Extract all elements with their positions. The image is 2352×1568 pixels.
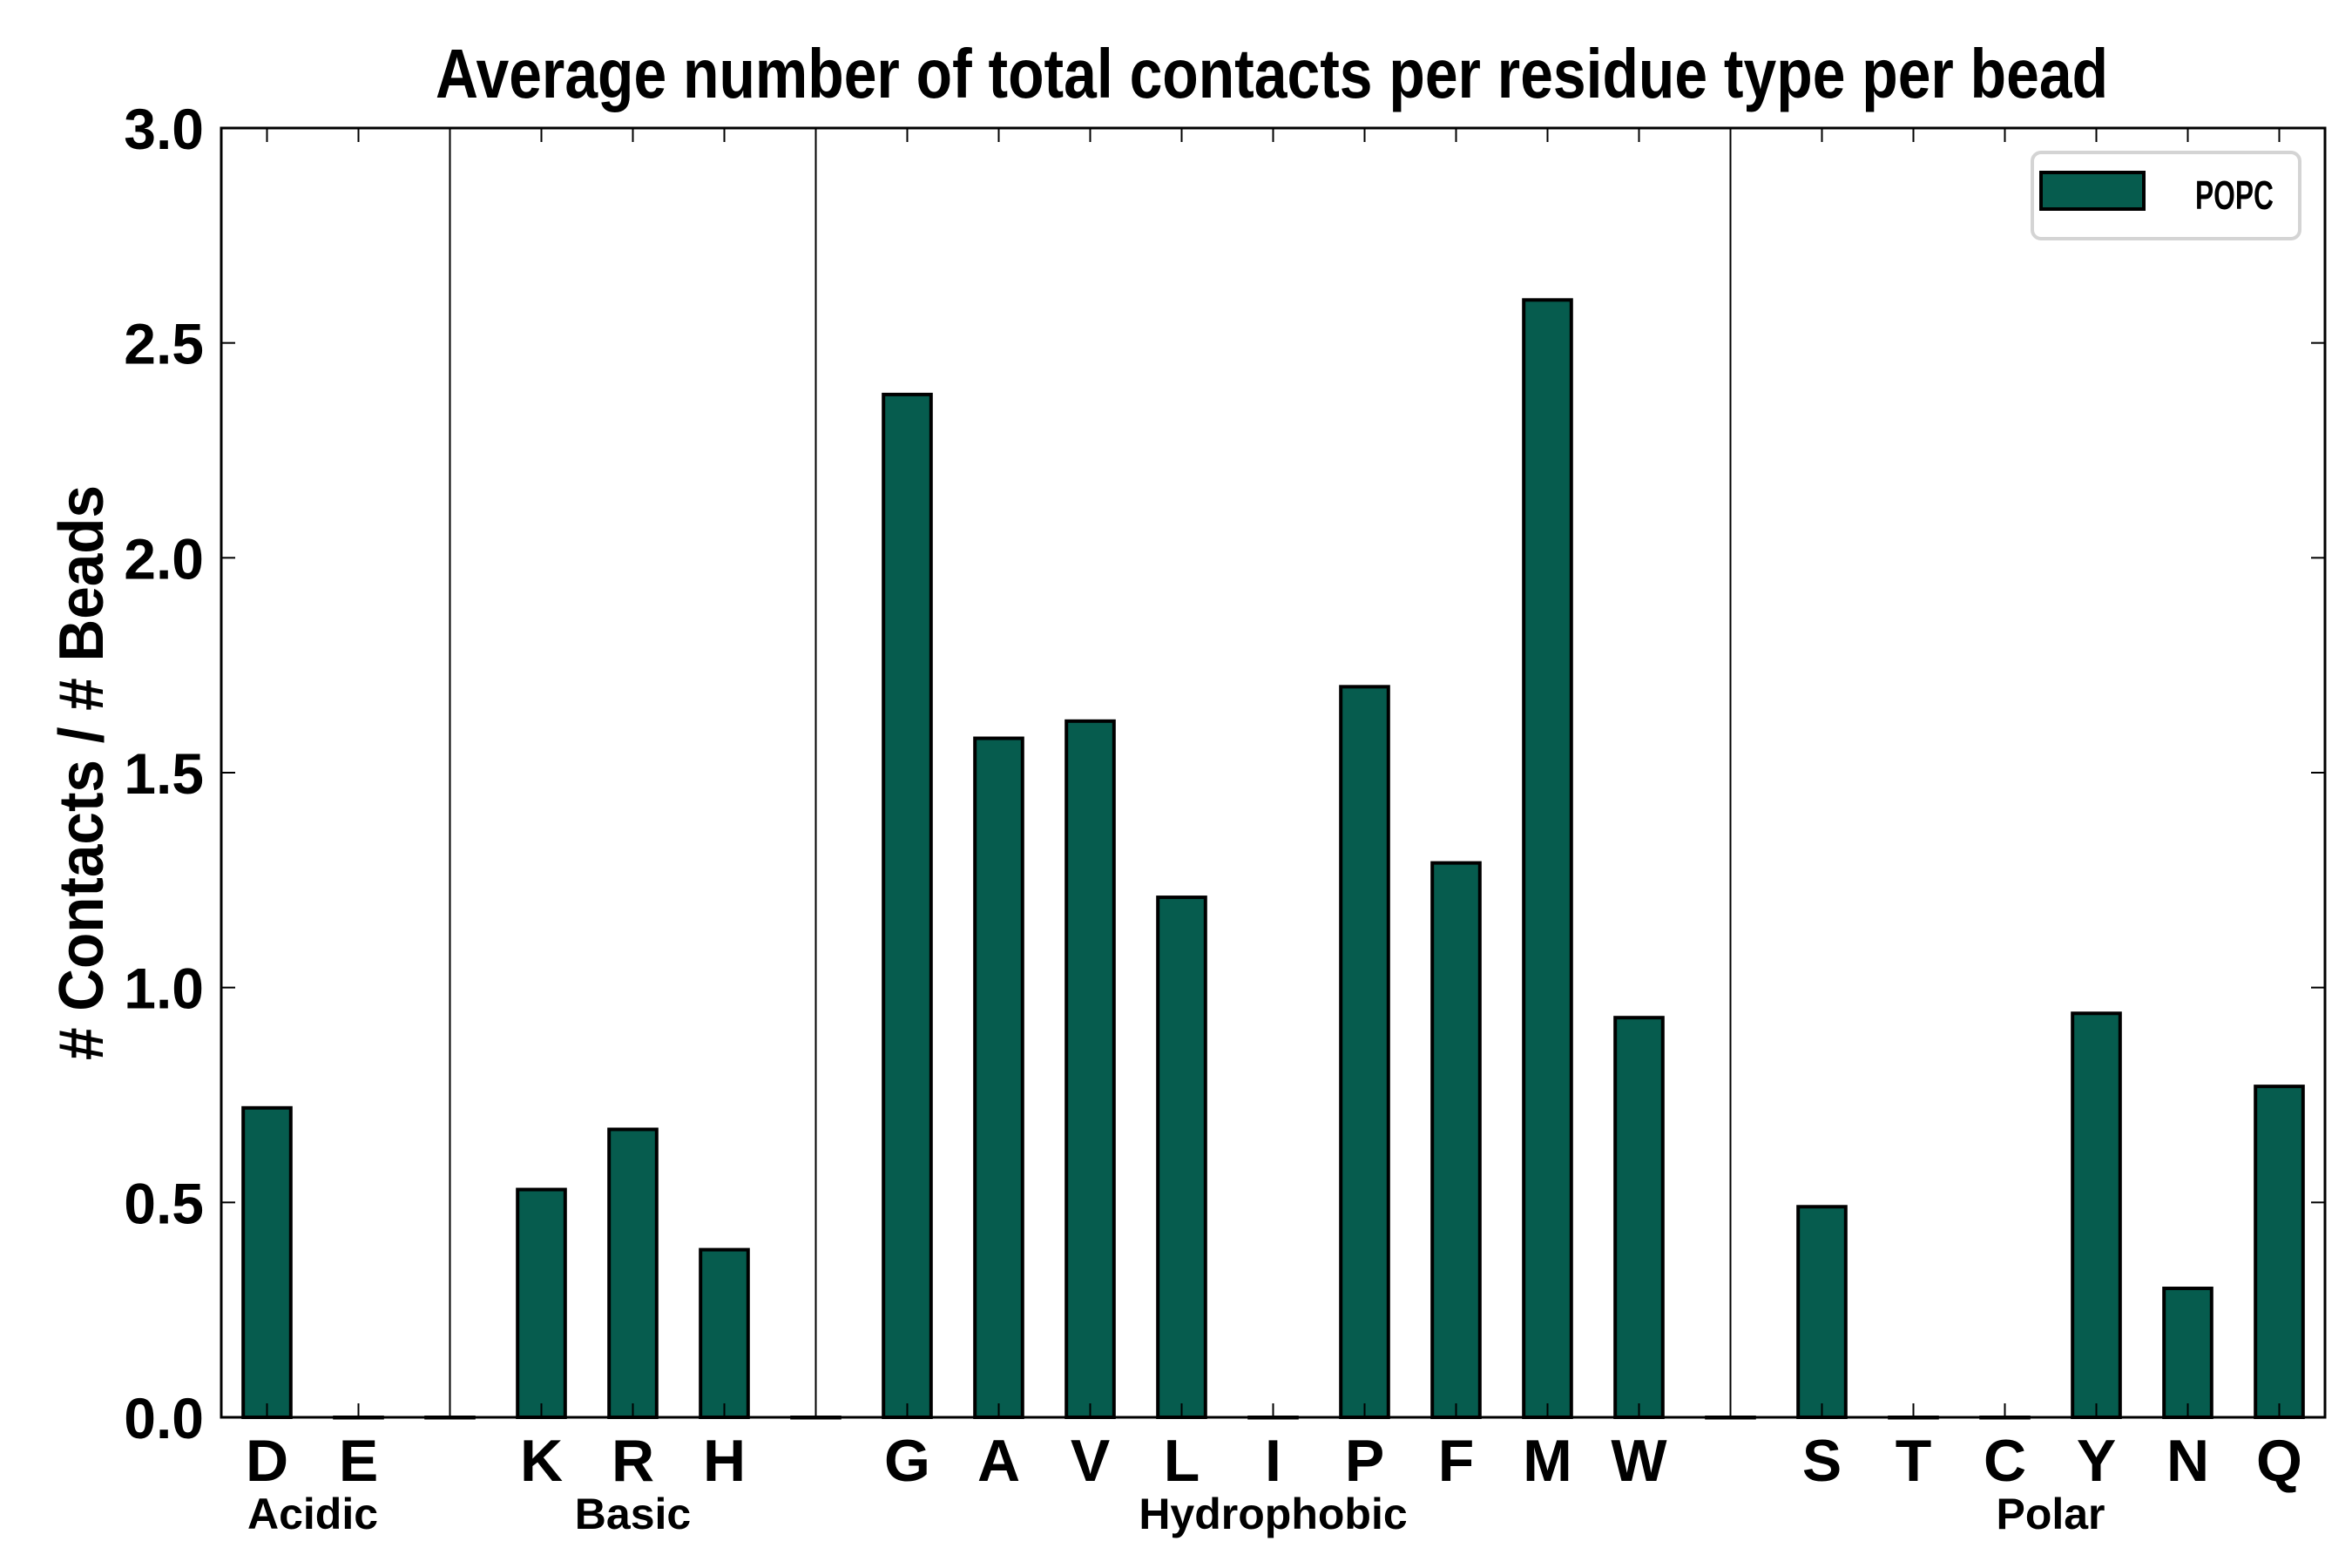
chart-title: Average number of total contacts per res… xyxy=(436,35,2108,112)
plot-frame xyxy=(220,126,2327,1419)
bar-R xyxy=(607,1127,659,1419)
bar-A xyxy=(973,736,1024,1419)
bar-S xyxy=(1796,1205,1848,1420)
x-tick-label-N: N xyxy=(2166,1428,2209,1494)
y-tick-label-6: 3.0 xyxy=(124,97,204,161)
x-tick-label-P: P xyxy=(1345,1428,1384,1494)
x-tick-label-Q: Q xyxy=(2256,1428,2302,1494)
y-tick-label-3: 1.5 xyxy=(124,741,204,806)
bar-F xyxy=(1430,861,1482,1419)
x-tick-label-T: T xyxy=(1896,1428,1932,1494)
x-tick-label-W: W xyxy=(1611,1428,1667,1494)
x-tick-label-D: D xyxy=(246,1428,288,1494)
y-tick-label-4: 2.0 xyxy=(124,526,204,591)
x-tick-label-E: E xyxy=(339,1428,378,1494)
x-tick-label-V: V xyxy=(1071,1428,1110,1494)
bar-G xyxy=(882,392,933,1419)
group-label-acidic: Acidic xyxy=(247,1490,378,1538)
y-tick-label-0: 0.0 xyxy=(124,1386,204,1450)
y-tick-label-2: 1.0 xyxy=(124,956,204,1021)
y-tick-label-1: 0.5 xyxy=(124,1171,204,1235)
bar-L xyxy=(1156,896,1207,1419)
bar-Y xyxy=(2071,1011,2122,1420)
group-label-polar: Polar xyxy=(1996,1490,2105,1538)
bar-P xyxy=(1339,685,1390,1419)
x-tick-label-C: C xyxy=(1984,1428,2026,1494)
bar-N xyxy=(2162,1287,2213,1419)
bar-M xyxy=(1522,298,1573,1419)
x-tick-label-L: L xyxy=(1164,1428,1200,1494)
x-tick-label-R: R xyxy=(612,1428,654,1494)
x-tick-label-H: H xyxy=(703,1428,746,1494)
x-tick-label-G: G xyxy=(884,1428,930,1494)
group-label-basic: Basic xyxy=(575,1490,691,1538)
bar-V xyxy=(1064,719,1116,1419)
x-tick-label-K: K xyxy=(520,1428,563,1494)
x-tick-label-Y: Y xyxy=(2077,1428,2116,1494)
x-tick-label-I: I xyxy=(1265,1428,1281,1494)
legend-swatch-popc xyxy=(2039,171,2146,211)
x-tick-label-M: M xyxy=(1523,1428,1572,1494)
bar-D xyxy=(241,1105,293,1420)
group-label-hydrophobic: Hydrophobic xyxy=(1139,1490,1407,1538)
bar-H xyxy=(699,1247,750,1419)
y-tick-label-5: 2.5 xyxy=(124,312,204,376)
legend-label-popc: POPC xyxy=(2195,172,2274,218)
bar-W xyxy=(1613,1016,1665,1419)
legend: POPC xyxy=(2031,151,2301,240)
bar-Q xyxy=(2254,1085,2305,1419)
x-tick-label-A: A xyxy=(977,1428,1020,1494)
bar-K xyxy=(516,1187,567,1419)
x-tick-label-F: F xyxy=(1438,1428,1475,1494)
y-axis-label: # Contacts / # Beads xyxy=(47,485,117,1060)
x-tick-label-S: S xyxy=(1802,1428,1842,1494)
